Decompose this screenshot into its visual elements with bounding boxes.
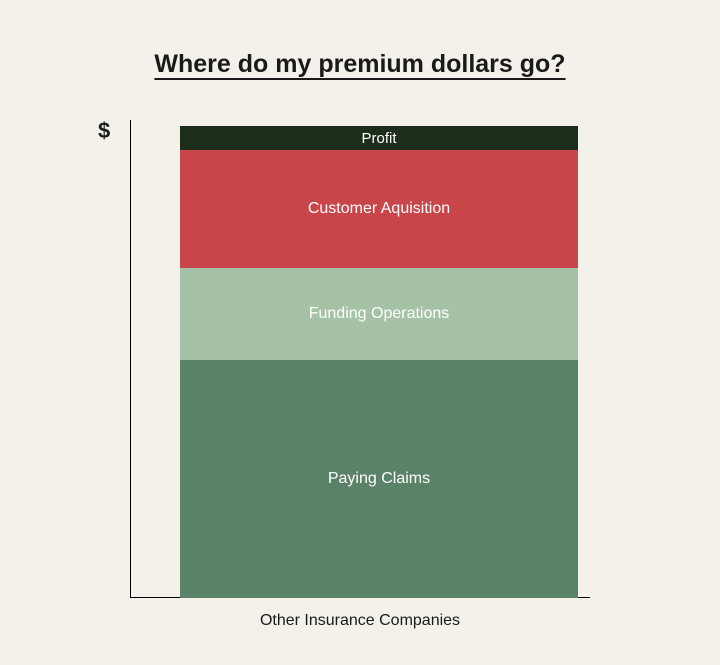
chart-plot-area: $ Profit Customer Aquisition Funding Ope… (130, 120, 590, 598)
bar-stack: Profit Customer Aquisition Funding Opera… (180, 126, 578, 598)
chart-title: Where do my premium dollars go? (0, 50, 720, 79)
segment-label: Customer Aquisition (308, 200, 450, 218)
segment-paying-claims: Paying Claims (180, 360, 578, 598)
segment-label: Paying Claims (328, 470, 430, 488)
segment-funding-operations: Funding Operations (180, 268, 578, 360)
segment-profit: Profit (180, 126, 578, 150)
segment-customer-acquisition: Customer Aquisition (180, 150, 578, 268)
segment-label: Profit (361, 130, 396, 147)
segment-label: Funding Operations (309, 305, 450, 323)
y-axis-label: $ (98, 118, 110, 144)
y-axis-line (130, 120, 131, 598)
x-axis-label: Other Insurance Companies (130, 612, 590, 630)
